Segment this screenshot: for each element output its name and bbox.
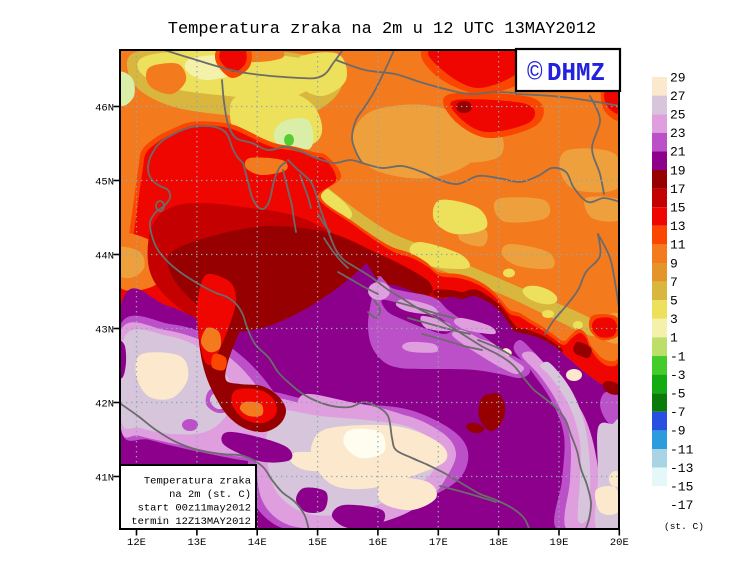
svg-text:DHMZ: DHMZ: [547, 58, 605, 88]
svg-text:14E: 14E: [248, 537, 267, 549]
svg-text:15E: 15E: [308, 537, 327, 549]
svg-text:7: 7: [670, 275, 678, 290]
svg-text:18E: 18E: [489, 537, 508, 549]
svg-text:9: 9: [670, 256, 678, 271]
svg-text:25: 25: [670, 108, 686, 123]
svg-text:15: 15: [670, 201, 686, 216]
svg-text:29: 29: [670, 70, 686, 85]
svg-text:-15: -15: [670, 480, 693, 495]
svg-text:-7: -7: [670, 405, 686, 420]
svg-text:-17: -17: [670, 498, 693, 513]
svg-text:termin 12Z13MAY2012: termin 12Z13MAY2012: [131, 516, 251, 528]
svg-text:42N: 42N: [95, 398, 114, 410]
svg-text:46N: 46N: [95, 102, 114, 114]
svg-text:13: 13: [670, 219, 686, 234]
svg-text:17: 17: [670, 182, 686, 197]
svg-text:43N: 43N: [95, 324, 114, 336]
svg-text:45N: 45N: [95, 176, 114, 188]
svg-text:19: 19: [670, 163, 686, 178]
svg-text:3: 3: [670, 312, 678, 327]
svg-text:44N: 44N: [95, 250, 114, 262]
svg-text:-1: -1: [670, 349, 686, 364]
svg-text:20E: 20E: [610, 537, 629, 549]
svg-text:21: 21: [670, 145, 686, 160]
svg-text:-13: -13: [670, 461, 693, 476]
svg-text:na 2m (st. C): na 2m (st. C): [169, 489, 251, 501]
svg-text:Temperatura zraka: Temperatura zraka: [144, 476, 251, 488]
svg-text:-9: -9: [670, 424, 686, 439]
svg-text:27: 27: [670, 89, 686, 104]
svg-text:start 00z11may2012: start 00z11may2012: [138, 503, 251, 515]
svg-text:12E: 12E: [127, 537, 146, 549]
svg-text:-11: -11: [670, 442, 694, 457]
svg-text:23: 23: [670, 126, 686, 141]
svg-text:©: ©: [527, 58, 543, 88]
svg-text:1: 1: [670, 331, 678, 346]
svg-text:11: 11: [670, 238, 686, 253]
svg-text:16E: 16E: [368, 537, 387, 549]
svg-text:-3: -3: [670, 368, 686, 383]
svg-text:17E: 17E: [429, 537, 448, 549]
svg-text:41N: 41N: [95, 472, 114, 484]
svg-text:5: 5: [670, 294, 678, 309]
svg-text:19E: 19E: [550, 537, 569, 549]
svg-text:13E: 13E: [187, 537, 206, 549]
svg-text:Temperatura zraka na 2m u 12 U: Temperatura zraka na 2m u 12 UTC 13MAY20…: [168, 20, 596, 39]
svg-text:(st. C): (st. C): [664, 521, 704, 532]
svg-text:-5: -5: [670, 387, 686, 402]
